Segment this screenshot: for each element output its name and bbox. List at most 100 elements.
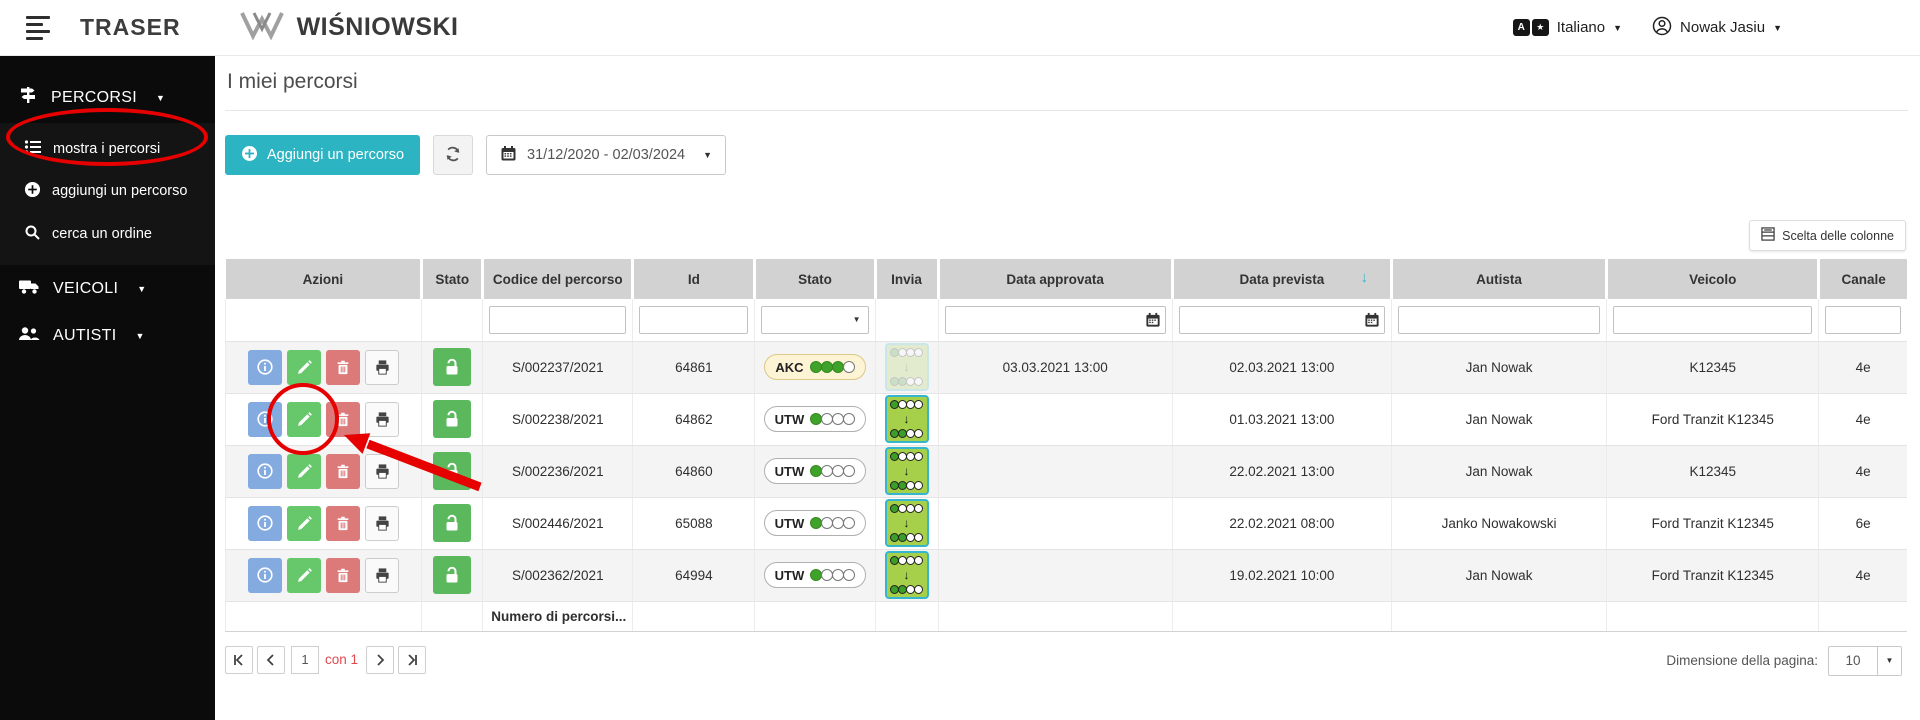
edit-button[interactable] bbox=[287, 349, 322, 385]
column-header-codice[interactable]: Codice del percorso bbox=[482, 259, 635, 299]
delete-button[interactable] bbox=[326, 453, 361, 489]
print-button[interactable] bbox=[365, 453, 400, 489]
print-icon bbox=[375, 515, 389, 531]
first-page-button[interactable] bbox=[225, 645, 253, 674]
brand: WIŚNIOWSKI bbox=[239, 10, 459, 45]
print-button[interactable] bbox=[365, 505, 400, 541]
column-header-veicolo[interactable]: Veicolo bbox=[1606, 259, 1821, 299]
nav-section-veicoli[interactable]: VEICOLI ▼ bbox=[0, 265, 215, 313]
menu-toggle-icon[interactable] bbox=[26, 15, 52, 40]
column-header-stato[interactable]: Stato bbox=[754, 259, 877, 299]
table-body: S/002237/2021 64861 AKC ↓ 03.03.2021 13:00 02… bbox=[224, 341, 1907, 602]
unlock-button[interactable] bbox=[433, 504, 472, 542]
current-page-box[interactable]: 1 bbox=[291, 645, 319, 674]
signpost-icon bbox=[18, 85, 38, 110]
codice-filter-input[interactable] bbox=[489, 305, 627, 334]
calendar-icon[interactable] bbox=[1145, 312, 1161, 328]
unlock-button[interactable] bbox=[433, 556, 472, 594]
print-button[interactable] bbox=[365, 401, 400, 437]
send-button[interactable]: ↓ bbox=[884, 395, 929, 443]
route-id-cell: 64860 bbox=[632, 445, 756, 498]
page-title: I miei percorsi bbox=[225, 64, 1908, 111]
add-route-button[interactable]: Aggiungi un percorso bbox=[225, 135, 421, 175]
actions-cell bbox=[224, 445, 423, 498]
info-button[interactable] bbox=[248, 505, 283, 541]
sidebar-item-mostra-i-percorsi[interactable]: mostra i percorsi bbox=[0, 127, 215, 170]
dot-icon bbox=[914, 504, 924, 513]
data-approvata-filter-input[interactable] bbox=[944, 305, 1166, 334]
column-header-stato-lock[interactable]: Stato bbox=[421, 259, 485, 299]
dot-icon bbox=[809, 361, 822, 373]
info-button[interactable] bbox=[248, 349, 283, 385]
edit-icon bbox=[297, 463, 312, 478]
info-button[interactable] bbox=[248, 453, 283, 489]
status-cell: UTW bbox=[754, 393, 876, 446]
filter-stato-lock bbox=[421, 299, 484, 342]
print-icon bbox=[375, 411, 389, 427]
print-button[interactable] bbox=[365, 349, 400, 385]
column-header-invia[interactable]: Invia bbox=[875, 259, 940, 299]
id-filter-input[interactable] bbox=[639, 305, 749, 334]
column-header-canale[interactable]: Canale bbox=[1818, 259, 1907, 299]
next-page-button[interactable] bbox=[366, 645, 395, 674]
data-prevista-filter-input[interactable] bbox=[1178, 305, 1385, 334]
page-size-select[interactable]: 10 ▼ bbox=[1828, 645, 1902, 676]
delete-button[interactable] bbox=[326, 349, 361, 385]
prev-page-button[interactable] bbox=[257, 645, 285, 674]
dot-icon bbox=[843, 517, 856, 529]
send-button[interactable]: ↓ bbox=[884, 447, 929, 495]
unlock-button[interactable] bbox=[433, 400, 472, 438]
autista-filter-input[interactable] bbox=[1397, 305, 1601, 334]
language-switcher[interactable]: A ★ Italiano ▼ bbox=[1512, 19, 1622, 36]
send-button[interactable]: ↓ bbox=[884, 551, 929, 599]
delete-button[interactable] bbox=[326, 401, 361, 437]
last-page-button[interactable] bbox=[398, 645, 427, 674]
action-buttons bbox=[226, 557, 421, 593]
dot-icon bbox=[843, 465, 856, 477]
edit-button[interactable] bbox=[287, 505, 322, 541]
unlock-button[interactable] bbox=[433, 452, 472, 490]
date-approved-cell bbox=[938, 393, 1173, 446]
stato-filter-select[interactable] bbox=[761, 305, 869, 334]
column-header-data-approvata[interactable]: Data approvata bbox=[938, 259, 1174, 299]
nav-section-percorsi[interactable]: PERCORSI ▼ bbox=[0, 72, 215, 123]
info-button[interactable] bbox=[248, 557, 283, 593]
action-buttons bbox=[226, 349, 421, 385]
invia-cell: ↓ bbox=[875, 497, 939, 550]
calendar-icon[interactable] bbox=[1364, 312, 1380, 328]
user-menu[interactable]: Nowak Jasiu ▼ bbox=[1652, 16, 1782, 40]
pagination: 1 con 1 Dimensione della pagina: 10 ▼ bbox=[225, 644, 1908, 676]
vehicle-cell: Ford Tranzit K12345 bbox=[1606, 549, 1820, 602]
route-code-cell: S/002446/2021 bbox=[482, 497, 634, 550]
delete-button[interactable] bbox=[326, 505, 361, 541]
canale-filter-input[interactable] bbox=[1825, 305, 1901, 334]
column-chooser-button[interactable]: Scelta delle colonne bbox=[1749, 220, 1906, 251]
print-button[interactable] bbox=[365, 557, 400, 593]
delete-button[interactable] bbox=[326, 557, 361, 593]
send-button[interactable]: ↓ bbox=[884, 499, 929, 547]
invia-cell: ↓ bbox=[875, 341, 939, 394]
unlock-button[interactable] bbox=[433, 348, 472, 386]
invia-dots bbox=[890, 585, 924, 594]
veicolo-filter-input[interactable] bbox=[1613, 305, 1813, 334]
channel-cell: 4e bbox=[1818, 549, 1907, 602]
column-header-autista[interactable]: Autista bbox=[1391, 259, 1609, 299]
column-header-id[interactable]: Id bbox=[632, 259, 757, 299]
date-approved-cell bbox=[938, 497, 1173, 550]
refresh-button[interactable] bbox=[433, 135, 474, 175]
sidebar-item-cerca-un-ordine[interactable]: cerca un ordine bbox=[0, 213, 215, 255]
driver-cell: Jan Nowak bbox=[1391, 445, 1608, 498]
date-range-picker[interactable]: 31/12/2020 - 02/03/2024 ▼ bbox=[486, 135, 726, 175]
edit-button[interactable] bbox=[287, 557, 322, 593]
header-row: Azioni Stato Codice del percorso Id Stat… bbox=[225, 259, 1907, 299]
edit-button[interactable] bbox=[287, 401, 322, 437]
sidebar-item-aggiungi-un-percorso[interactable]: aggiungi un percorso bbox=[0, 170, 215, 212]
vehicle-cell: K12345 bbox=[1606, 341, 1820, 394]
nav-section-autisti[interactable]: AUTISTI ▼ bbox=[0, 313, 215, 360]
info-button[interactable] bbox=[248, 401, 283, 437]
column-header-azioni[interactable]: Azioni bbox=[225, 259, 424, 299]
topbar: TRASER WIŚNIOWSKI A ★ Italiano ▼ Nowak Ja… bbox=[0, 0, 1920, 56]
route-code-cell: S/002362/2021 bbox=[482, 549, 634, 602]
column-header-data-prevista[interactable]: Data prevista ↓ bbox=[1172, 259, 1393, 299]
edit-button[interactable] bbox=[287, 453, 322, 489]
